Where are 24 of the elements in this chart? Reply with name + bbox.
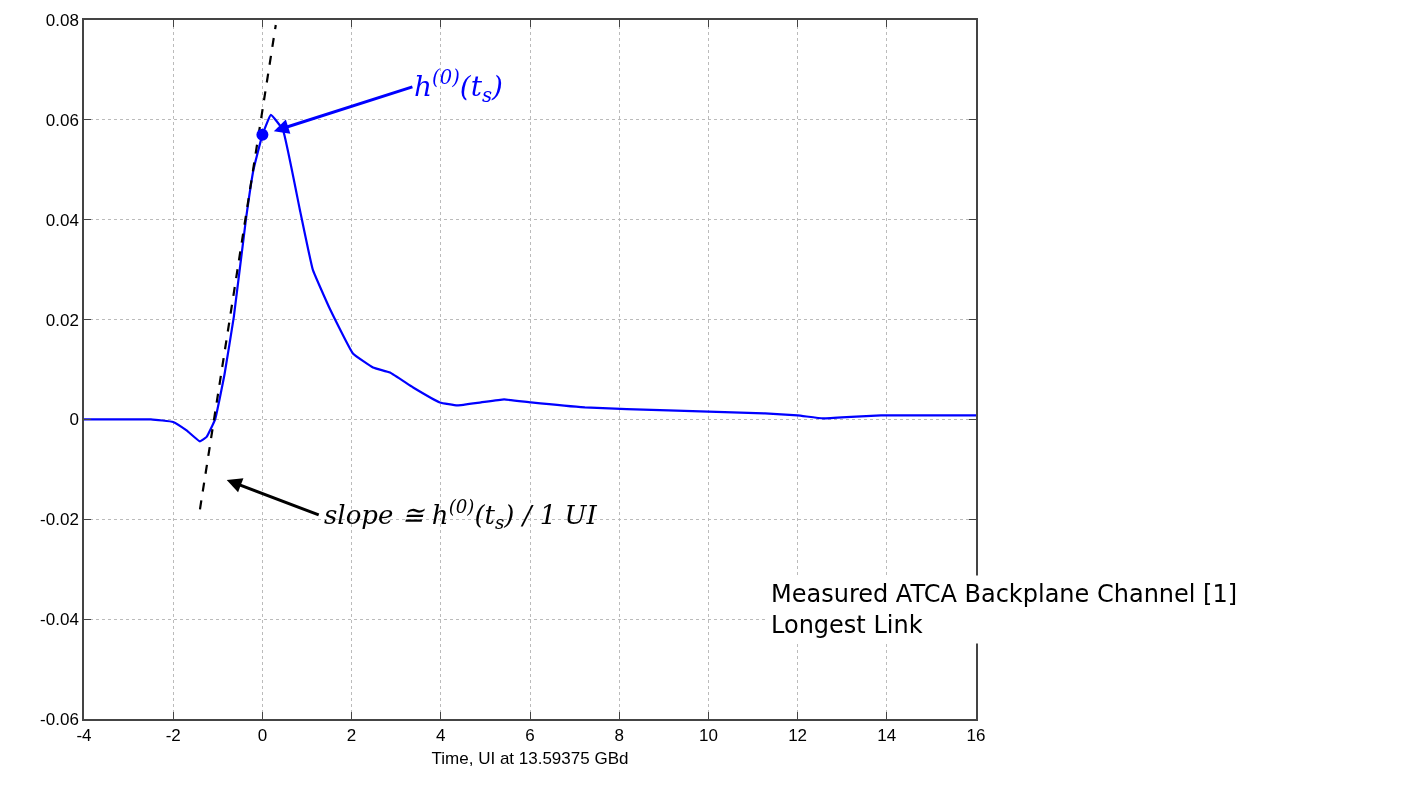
x-axis-title: Time, UI at 13.59375 GBd [431,749,629,769]
x-tick-label: -4 [76,726,92,746]
x-tick-label: 6 [525,726,535,746]
y-tick-label: -0.02 [40,510,79,530]
x-tick-label: -2 [165,726,181,746]
y-tick-label: 0 [69,410,79,430]
x-tick-label: 16 [966,726,986,746]
annotation: slope ≅ h$^{(0)}$(t$_{s}$) / 1 UI [324,496,598,534]
x-tick-label: 14 [877,726,897,746]
annotation: Measured ATCA Backplane Channel [1] Longest Link [771,580,1238,640]
y-tick-label: 0.08 [45,10,79,30]
annotation: h$^{(0)}$(t$_{s}$) [414,66,503,107]
x-tick-label: 0 [257,726,268,746]
x-tick-label: 10 [698,726,718,746]
y-tick-label: -0.04 [40,610,79,630]
y-tick-label: 0.06 [45,110,79,130]
x-tick-label: 4 [436,726,446,746]
y-tick-label: 0.04 [45,210,79,230]
x-tick-label: 12 [788,726,808,746]
line-series [84,113,976,443]
x-tick-label: 2 [346,726,357,746]
y-tick-label: 0.02 [45,310,79,330]
x-tick-label: 8 [614,726,624,746]
y-tick-label: -0.06 [40,709,79,729]
